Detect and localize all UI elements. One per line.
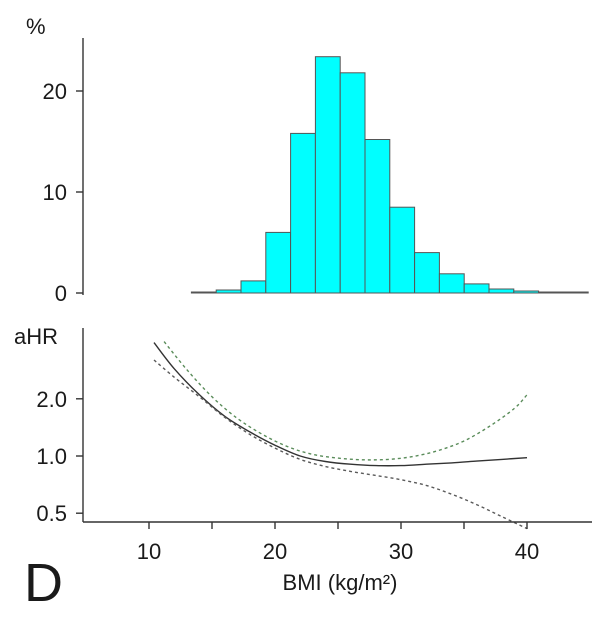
confidence-bound-curve [153, 359, 528, 530]
histogram-bar [438, 273, 465, 294]
histogram-bar [488, 288, 515, 294]
histogram-bars [190, 56, 589, 294]
histogram-bar [314, 56, 341, 294]
hazard-ratio-curves [153, 341, 528, 530]
hazard-ratio-y-tick-label: 0.5 [36, 501, 67, 526]
hazard-ratio-y-axis-label: aHR [14, 324, 58, 349]
histogram-bar [538, 291, 564, 294]
histogram-bar [240, 280, 267, 294]
hazard-ratio-panel: 0.5 1.0 2.0 10 20 30 40 aHR BMI (kg/m²) [14, 324, 592, 595]
histogram-axes: 0 10 20 [43, 38, 84, 306]
histogram-bar [513, 290, 540, 294]
histogram-y-axis-label: % [26, 14, 46, 39]
histogram-y-tick-label: 10 [43, 180, 67, 205]
histogram-bar [414, 252, 440, 294]
x-tick-label: 10 [137, 539, 161, 564]
x-tick-label: 40 [515, 539, 539, 564]
hazard-ratio-curve [153, 342, 528, 467]
histogram-bar [364, 139, 391, 294]
histogram-panel: 0 10 20 % [26, 14, 589, 306]
histogram-y-tick-label: 0 [55, 281, 67, 306]
histogram-bar [290, 132, 316, 294]
histogram-bar [265, 231, 292, 294]
panel-letter: D [24, 553, 63, 613]
hazard-ratio-axes: 0.5 1.0 2.0 10 20 30 40 [36, 328, 592, 564]
histogram-bar [215, 289, 242, 294]
histogram-bar [339, 72, 366, 294]
histogram-bar [190, 291, 217, 294]
hazard-ratio-y-tick-label: 1.0 [36, 444, 67, 469]
x-axis-label: BMI (kg/m²) [283, 570, 398, 595]
histogram-bar [463, 283, 490, 294]
histogram-y-tick-label: 20 [43, 79, 67, 104]
confidence-bound-curve [163, 341, 528, 461]
x-tick-label: 30 [389, 539, 413, 564]
hazard-ratio-y-tick-label: 2.0 [36, 387, 67, 412]
histogram-bar [389, 206, 416, 294]
x-tick-label: 20 [263, 539, 287, 564]
histogram-bar [562, 291, 589, 294]
